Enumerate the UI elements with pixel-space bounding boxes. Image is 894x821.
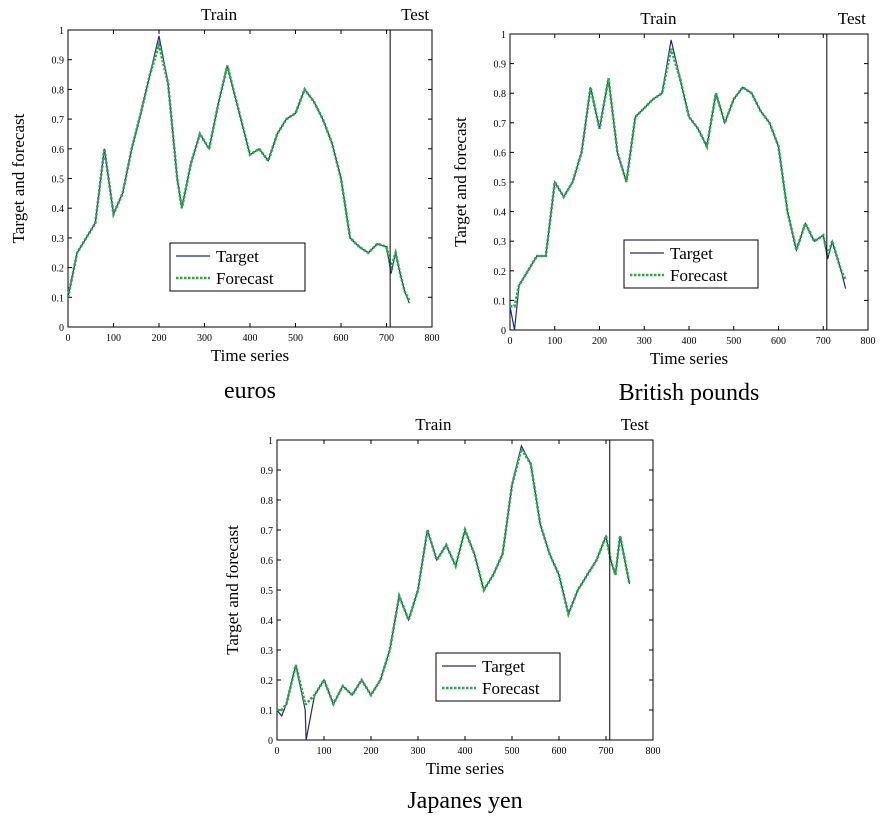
x-tick-label: 400 [458,746,473,757]
y-tick-label: 0.3 [494,237,507,248]
x-tick-label: 300 [637,336,652,347]
legend-box [435,652,561,702]
y-tick-label: 0.6 [494,148,507,159]
y-axis-label: Target and forecast [9,113,28,243]
chart-1: 0 100 200 300 400 500 600 700 800 0 0.1 0.2 0.3 0.4 0.… [9,5,440,404]
x-tick-label: 700 [599,746,614,757]
y-tick-label: 0.4 [52,204,65,215]
chart-3: 0 100 200 300 400 500 600 700 800 0 0.1 0.2 0.3 0.4 0.… [223,415,661,814]
y-tick-label: 1 [268,436,273,447]
y-tick-label: 1 [59,26,64,37]
y-axis-label: Target and forecast [451,117,470,247]
x-tick-label: 500 [726,336,741,347]
y-tick-label: 1 [501,30,506,41]
y-tick-label: 0 [59,323,64,334]
x-tick-label: 200 [592,336,607,347]
y-tick-label: 0.6 [52,145,65,156]
x-tick-label: 400 [682,336,697,347]
x-tick-label: 600 [334,333,349,344]
legend: Target Forecast [623,239,759,289]
x-tick-label: 300 [197,333,212,344]
y-tick-label: 0.6 [261,556,274,567]
y-axis-label: Target and forecast [223,525,242,655]
y-tick-label: 0.8 [261,496,274,507]
x-tick-label: 100 [106,333,121,344]
y-tick-label: 0.7 [52,115,65,126]
legend-box [169,242,306,292]
chart-2: 0 100 200 300 400 500 600 700 800 0 0.1 0.2 0.3 0.4 0.… [451,9,876,406]
y-tick-label: 0.9 [261,466,274,477]
y-tick-label: 0.2 [261,676,274,687]
chart-caption: British pounds [619,380,760,406]
x-axis-label: Time series [426,759,504,778]
y-tick-label: 0.5 [261,586,274,597]
legend-forecast-label: Forecast [482,679,540,698]
x-tick-label: 0 [508,336,513,347]
y-tick-label: 0 [501,326,506,337]
y-tick-label: 0.2 [52,264,65,275]
y-tick-label: 0.1 [494,296,507,307]
x-tick-label: 800 [646,746,661,757]
series-forecast-line [277,445,631,712]
x-tick-label: 100 [547,336,562,347]
x-tick-label: 0 [66,333,71,344]
x-tick-label: 500 [288,333,303,344]
legend-target-label: Target [216,247,259,266]
legend-forecast-label: Forecast [216,269,274,288]
legend-forecast-label: Forecast [670,266,728,285]
y-tick-label: 0.2 [494,267,507,278]
chart-caption: Japanes yen [407,788,522,814]
train-label: Train [201,5,238,24]
test-label: Test [621,415,649,434]
x-tick-label: 0 [275,746,280,757]
y-tick-label: 0.8 [52,85,65,96]
x-tick-label: 200 [364,746,379,757]
test-label: Test [838,9,866,28]
y-tick-label: 0.7 [494,119,507,130]
series-forecast-line [510,48,847,308]
x-tick-label: 700 [379,333,394,344]
x-tick-label: 200 [152,333,167,344]
y-tick-label: 0.3 [52,234,65,245]
y-tick-label: 0.3 [261,646,274,657]
y-tick-label: 0.8 [494,89,507,100]
y-tick-label: 0 [268,736,273,747]
series-forecast-line [66,39,411,301]
x-tick-label: 800 [861,336,876,347]
x-tick-label: 800 [425,333,440,344]
x-tick-label: 600 [771,336,786,347]
y-tick-label: 0.5 [494,178,507,189]
y-tick-label: 0.9 [494,60,507,71]
y-tick-label: 0.4 [494,208,507,219]
y-tick-label: 0.4 [261,616,274,627]
x-axis-label: Time series [211,346,289,365]
legend-target-label: Target [482,657,525,676]
x-axis-label: Time series [650,349,728,368]
legend: Target Forecast [435,652,561,702]
legend-box [623,239,759,289]
y-tick-label: 0.1 [52,293,65,304]
x-tick-label: 700 [816,336,831,347]
train-label: Train [415,415,452,434]
x-tick-label: 500 [505,746,520,757]
x-tick-label: 300 [411,746,426,757]
train-label: Train [640,9,677,28]
legend: Target Forecast [169,242,306,292]
test-label: Test [401,5,429,24]
chart-caption: euros [224,378,276,404]
x-tick-label: 400 [243,333,258,344]
y-tick-label: 0.9 [52,56,65,67]
y-tick-label: 0.1 [261,706,274,717]
y-tick-label: 0.5 [52,175,65,186]
x-tick-label: 600 [552,746,567,757]
x-tick-label: 100 [317,746,332,757]
legend-target-label: Target [670,244,713,263]
y-tick-label: 0.7 [261,526,274,537]
